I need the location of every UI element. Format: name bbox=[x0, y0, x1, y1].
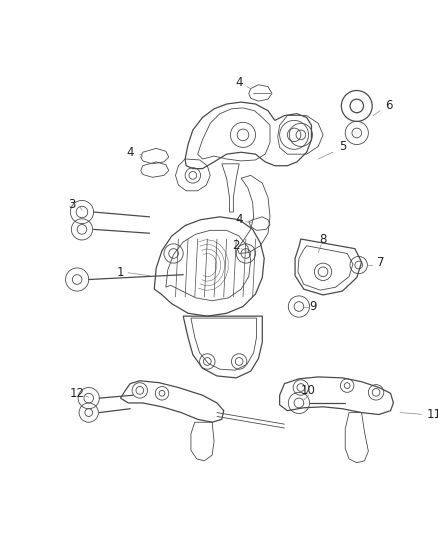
Text: 5: 5 bbox=[339, 140, 346, 153]
Text: 6: 6 bbox=[385, 100, 392, 112]
Text: 7: 7 bbox=[377, 256, 385, 269]
Text: 8: 8 bbox=[319, 232, 327, 246]
Text: 3: 3 bbox=[69, 198, 76, 211]
Text: 10: 10 bbox=[301, 384, 316, 397]
Text: 12: 12 bbox=[70, 387, 85, 400]
Text: 11: 11 bbox=[427, 408, 438, 421]
Text: 2: 2 bbox=[233, 239, 240, 252]
Text: 1: 1 bbox=[117, 266, 124, 279]
Text: 9: 9 bbox=[310, 300, 317, 313]
Text: 4: 4 bbox=[235, 213, 243, 226]
Text: 4: 4 bbox=[127, 146, 134, 159]
Text: 4: 4 bbox=[235, 76, 243, 90]
